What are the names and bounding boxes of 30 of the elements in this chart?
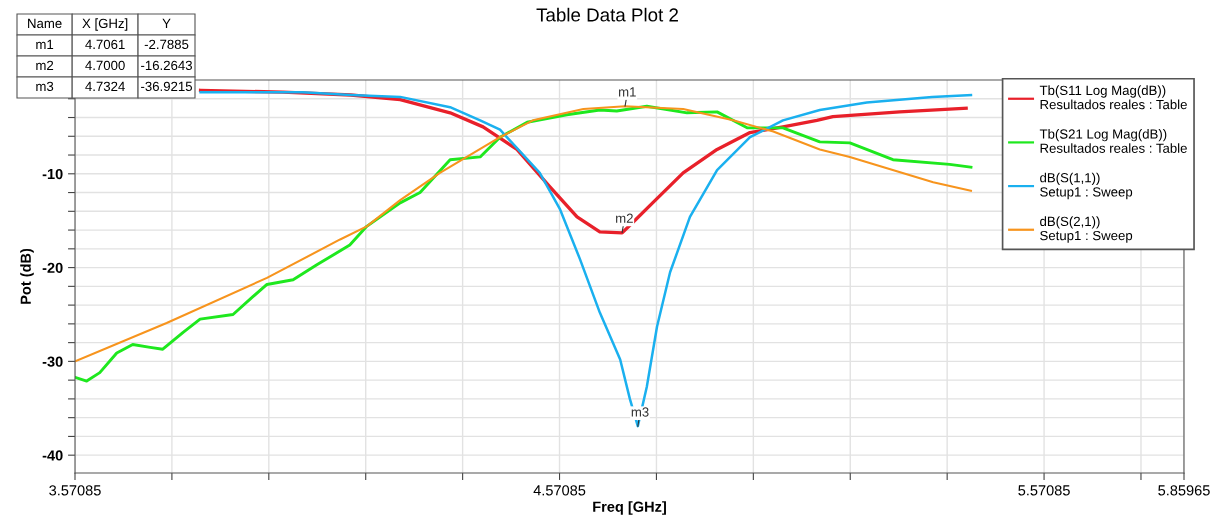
text: Name — [28, 18, 62, 29]
x-tick-label: 5.57085 — [1018, 485, 1070, 496]
text: 4.7061 — [85, 39, 125, 50]
text: -16.2643 — [141, 60, 192, 71]
annotation: -36.9215 — [141, 81, 193, 92]
x-tick-label: 4.57085 — [533, 485, 586, 496]
y-axis-title: Pot (dB) — [20, 248, 34, 304]
y-tick-label: -10 — [42, 168, 63, 180]
text: X [GHz] — [82, 18, 128, 31]
x-tick-label: 3.57085 — [49, 485, 101, 496]
legend-label: Tb(S11 Log Mag(dB)) Resultados reales : Table — [1039, 85, 1187, 110]
text: m1 — [36, 39, 54, 49]
chart-title: Table Data Plot 2 — [536, 7, 678, 22]
y-tick-label: -40 — [42, 450, 63, 461]
legend-label: dB(S(1,1)) Setup1 : Sweep — [1040, 172, 1133, 200]
annotation: m2 — [616, 213, 633, 223]
annotation: m3 — [631, 407, 649, 417]
y-tick-label: -30 — [42, 356, 63, 367]
annotation: m1 — [619, 87, 636, 97]
text: 4.7000 — [85, 60, 125, 71]
annotation: 4.7324 — [85, 81, 125, 92]
x-tick-label: 5.85965 — [1158, 485, 1210, 496]
text: Y — [162, 18, 171, 28]
x-axis-title: Freq [GHz] — [593, 501, 666, 515]
y-tick-label: -20 — [42, 262, 63, 274]
text: m3 — [36, 81, 54, 92]
legend-label: dB(S(2,1)) Setup1 : Sweep — [1040, 216, 1133, 243]
text: m2 — [36, 60, 54, 70]
text: -2.7885 — [144, 39, 189, 50]
legend-label: Tb(S21 Log Mag(dB)) Resultados reales : Table — [1039, 129, 1187, 153]
